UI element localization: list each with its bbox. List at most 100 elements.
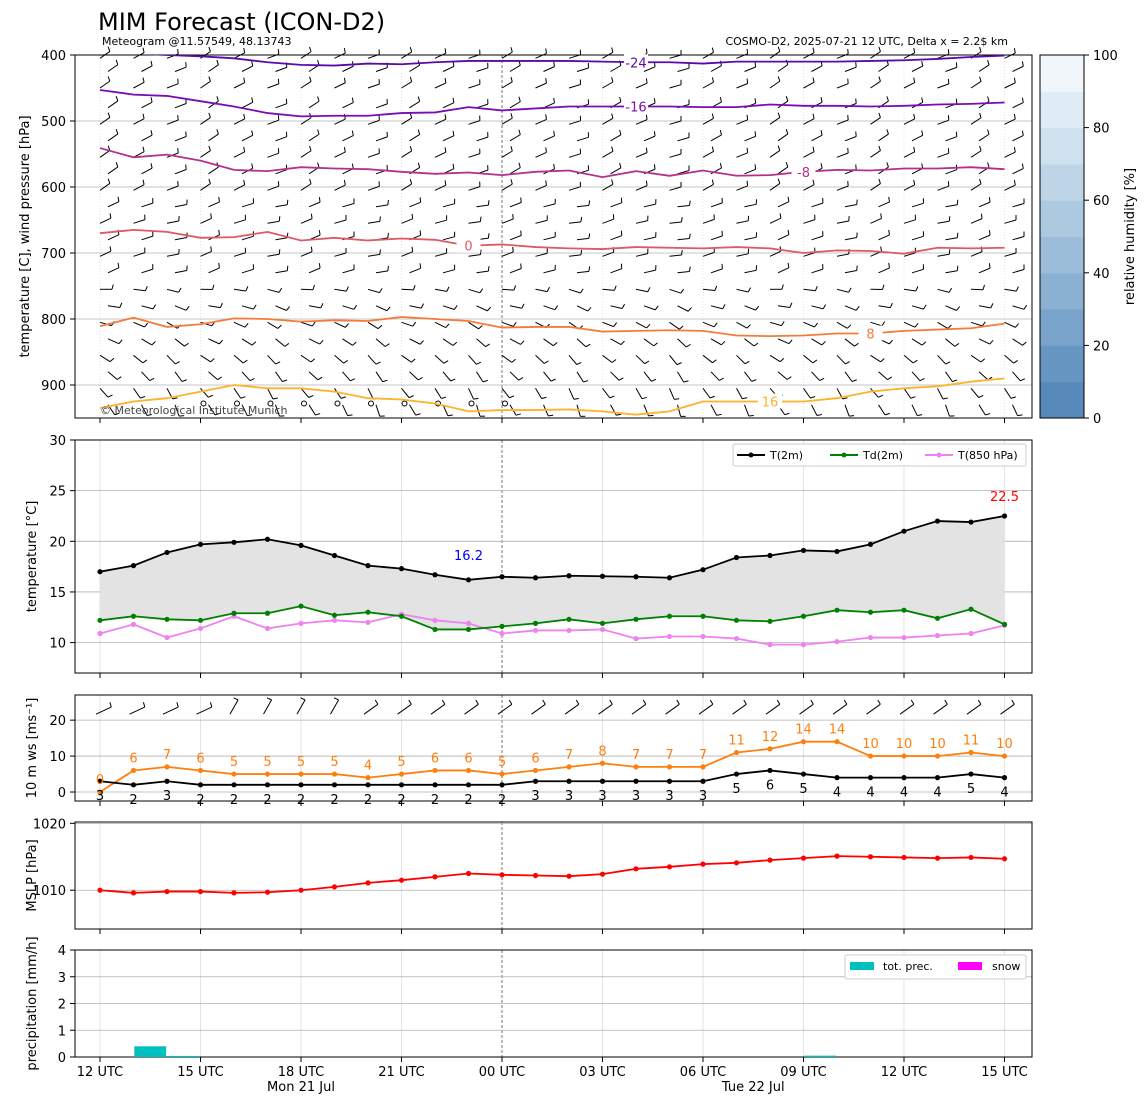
- wind-barb-feather: [343, 147, 346, 153]
- wind-barb: [275, 404, 280, 417]
- t2m-point: [1001, 513, 1008, 519]
- wind-barb-feather: [115, 162, 119, 168]
- y-tick-label: 1010: [33, 884, 66, 899]
- wind-barb: [442, 236, 455, 241]
- wind-barb: [267, 185, 279, 191]
- t2m-point: [164, 549, 170, 556]
- wind-speed-point: [532, 778, 539, 784]
- wind-barb: [903, 321, 916, 328]
- wind-barb: [803, 321, 815, 328]
- wind-barb: [836, 253, 849, 257]
- wind-barb-feather: [913, 179, 916, 185]
- wind-speed-point: [130, 782, 137, 788]
- wind-barb: [777, 267, 790, 274]
- td2m-point: [901, 607, 907, 613]
- precip-bar: [134, 1046, 167, 1057]
- wind-barb: [409, 267, 421, 274]
- wind-barb: [141, 235, 154, 241]
- wind-barb-feather: [242, 359, 248, 364]
- wind-barb: [878, 267, 890, 274]
- wind-barb: [1012, 65, 1024, 72]
- wind-speed-value-label: 2: [397, 793, 405, 808]
- wind-barb: [141, 404, 148, 416]
- t850-point: [331, 617, 338, 623]
- wind-barb-feather: [386, 306, 391, 311]
- wind-barb: [263, 699, 273, 715]
- wind-barb-feather: [233, 697, 239, 701]
- wind-barb: [166, 288, 179, 293]
- wind-barb: [99, 51, 111, 59]
- wind-barb: [970, 183, 982, 191]
- t850-point: [867, 634, 874, 641]
- y-tick-label: 10: [49, 750, 66, 765]
- wind-barb-feather: [319, 339, 324, 345]
- wind-barb: [401, 81, 412, 89]
- isotherm-label-bg: [624, 98, 648, 114]
- wind-barb: [1004, 82, 1016, 89]
- mslp-point: [733, 860, 740, 866]
- wind-barb-feather: [317, 96, 320, 102]
- wind-barb-feather: [812, 146, 815, 152]
- wind-barb: [698, 703, 714, 715]
- wind-barb: [208, 267, 220, 274]
- wind-barb: [397, 703, 412, 715]
- wind-barb: [736, 53, 748, 59]
- mslp-point: [767, 857, 773, 863]
- wind-barb-feather: [812, 359, 818, 364]
- wind-barb: [1004, 388, 1012, 399]
- wind-barb: [1004, 252, 1017, 257]
- max-temperature-label: 22.5: [990, 490, 1019, 505]
- wind-barb: [811, 338, 823, 346]
- wind-barb: [736, 185, 748, 191]
- wind-barb-feather: [777, 76, 781, 82]
- t850-point: [599, 626, 606, 633]
- wind-barb: [401, 218, 413, 224]
- wind-barb-feather: [1015, 286, 1019, 292]
- wind-barb-feather: [243, 47, 246, 53]
- calm-wind-circle: [368, 400, 374, 407]
- wind-barb: [945, 305, 957, 311]
- wind-barb: [978, 234, 991, 241]
- td2m-point: [365, 609, 371, 615]
- wind-barb-feather: [452, 163, 455, 169]
- wind-barb-feather: [243, 179, 246, 185]
- wind-barb-feather: [1013, 77, 1016, 83]
- isotherm-label-bg: [758, 393, 782, 409]
- wind-speed-point: [767, 767, 773, 774]
- wind-barb: [174, 371, 183, 382]
- mslp-point: [800, 855, 807, 861]
- wind-barb: [375, 371, 384, 383]
- wind-barb-feather: [312, 284, 315, 290]
- wind-speed-value-label: 2: [297, 793, 305, 808]
- td2m-point: [968, 606, 974, 612]
- gust-point: [700, 764, 706, 770]
- wind-barb-feather: [216, 96, 219, 102]
- wind-barb-feather: [648, 414, 654, 417]
- wind-barb: [543, 305, 556, 311]
- wind-barb-feather: [987, 60, 990, 66]
- wind-barb: [665, 703, 680, 715]
- wind-barb: [602, 321, 614, 328]
- upper-air-panel: 400 500 600 700 800 900 temperature [C], wind …: [18, 46, 1033, 423]
- wind-barb-feather: [387, 265, 389, 271]
- humidity-colorbar: 0 20 40 60 80 100 relative humidity [%]: [1039, 49, 1138, 427]
- wind-barb-feather: [645, 48, 648, 54]
- wind-barb-feather: [575, 699, 580, 705]
- wind-barb: [937, 53, 949, 59]
- wind-barb-feather: [1014, 323, 1020, 328]
- gust-point: [599, 760, 606, 766]
- wind-barb-feather: [114, 412, 120, 416]
- wind-barb-feather: [979, 178, 982, 184]
- wind-barb-feather: [978, 394, 984, 398]
- wind-barb-feather: [1020, 378, 1026, 382]
- wind-barb: [870, 217, 882, 224]
- wind-barb-feather: [820, 163, 823, 169]
- wind-barb: [535, 354, 545, 364]
- mslp-point: [700, 861, 706, 867]
- t850-point: [566, 627, 572, 634]
- wind-barb: [200, 387, 209, 398]
- wind-barb-feather: [814, 285, 818, 291]
- wind-barb: [543, 269, 556, 274]
- gust-value-label: 11: [963, 733, 980, 748]
- wind-barb: [300, 117, 312, 125]
